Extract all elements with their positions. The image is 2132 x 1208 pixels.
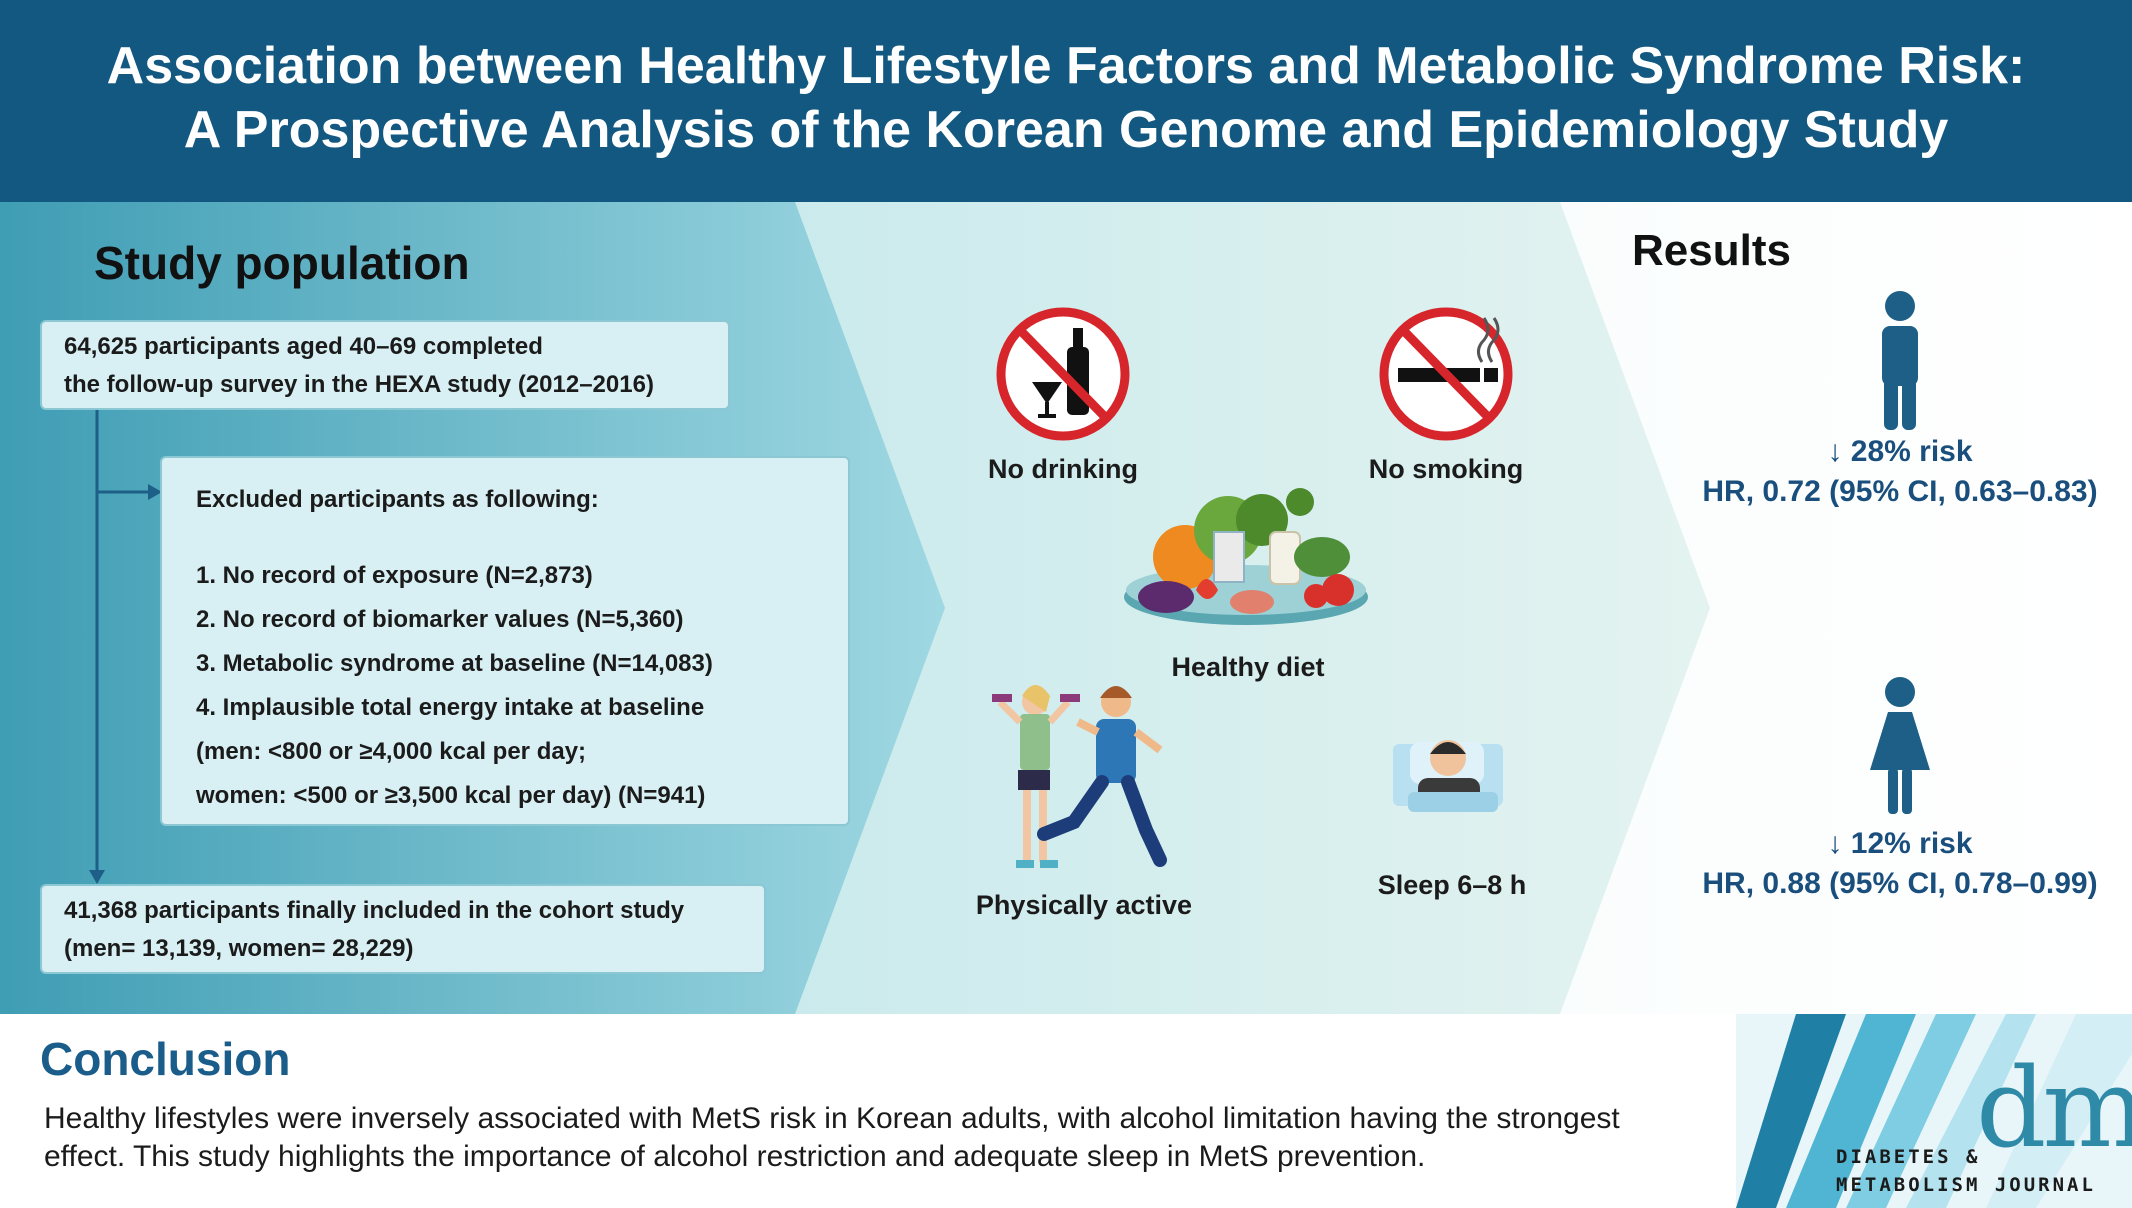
physically-active-icon <box>992 685 1167 868</box>
box3-line1: 41,368 participants finally included in … <box>64 897 685 924</box>
excluded-item: 2. No record of biomarker values (N=5,36… <box>196 606 684 633</box>
excluded-title: Excluded participants as following: <box>196 486 599 513</box>
men-result: ↓ 28% risk HR, 0.72 (95% CI, 0.63–0.83) <box>1640 432 2132 512</box>
excluded-item: 4. Implausible total energy intake at ba… <box>196 694 705 721</box>
no-smoking-label: No smoking <box>1368 454 1524 484</box>
sleep-icon <box>1393 740 1503 812</box>
title-line-2: A Prospective Analysis of the Korean Gen… <box>183 101 1949 159</box>
conclusion-title: Conclusion <box>40 1033 291 1085</box>
logo-line-1: DIABETES & <box>1836 1146 1981 1168</box>
conclusion-line-1: Healthy lifestyles were inversely associ… <box>44 1102 1620 1135</box>
women-hr: HR, 0.88 (95% CI, 0.78–0.99) <box>1702 867 2098 900</box>
logo-mark: dmj <box>1976 1044 2132 1172</box>
no-smoking-icon <box>1379 307 1513 441</box>
box3-line2: (men= 13,139, women= 28,229) <box>64 935 414 962</box>
men-risk: ↓ 28% risk <box>1827 435 1973 468</box>
excluded-participants-box: Excluded participants as following: 1. N… <box>160 456 850 826</box>
sleep-label: Sleep 6–8 h <box>1377 870 1527 900</box>
content-band: Study population 64,625 participants age… <box>0 202 2132 1014</box>
excluded-item: (men: <800 or ≥4,000 kcal per day; <box>196 738 587 765</box>
header-banner: Association between Healthy Lifestyle Fa… <box>0 0 2132 202</box>
women-risk: ↓ 12% risk <box>1827 827 1973 860</box>
excluded-item: 1. No record of exposure (N=2,873) <box>196 562 593 589</box>
no-drinking-icon <box>996 307 1130 441</box>
journal-logo: dmj DIABETES & METABOLISM JOURNAL <box>1736 1014 2132 1208</box>
results-title: Results <box>1632 226 1791 275</box>
woman-icon <box>1870 677 1930 814</box>
healthy-diet-icon <box>1124 488 1368 625</box>
logo-line-2: METABOLISM JOURNAL <box>1836 1174 2096 1196</box>
logo-pattern <box>1736 1014 2132 1208</box>
study-population-title: Study population <box>94 237 470 289</box>
healthy-diet-label: Healthy diet <box>1171 652 1325 682</box>
men-hr: HR, 0.72 (95% CI, 0.63–0.83) <box>1702 475 2098 508</box>
physically-active-label: Physically active <box>975 890 1193 920</box>
man-icon <box>1882 291 1918 430</box>
women-result: ↓ 12% risk HR, 0.88 (95% CI, 0.78–0.99) <box>1640 824 2132 904</box>
title-line-1: Association between Healthy Lifestyle Fa… <box>106 37 2026 95</box>
conclusion-line-2: effect. This study highlights the import… <box>44 1140 1426 1173</box>
box1-line2: the follow-up survey in the HEXA study (… <box>64 371 654 398</box>
excluded-item: 3. Metabolic syndrome at baseline (N=14,… <box>196 650 713 677</box>
box1-line1: 64,625 participants aged 40–69 completed <box>64 333 543 360</box>
initial-participants-box: 64,625 participants aged 40–69 completed… <box>40 320 730 410</box>
no-drinking-label: No drinking <box>988 454 1138 484</box>
excluded-item: women: <500 or ≥3,500 kcal per day) (N=9… <box>196 782 706 809</box>
final-cohort-box: 41,368 participants finally included in … <box>40 884 766 974</box>
conclusion-text: Healthy lifestyles were inversely associ… <box>44 1100 1704 1176</box>
